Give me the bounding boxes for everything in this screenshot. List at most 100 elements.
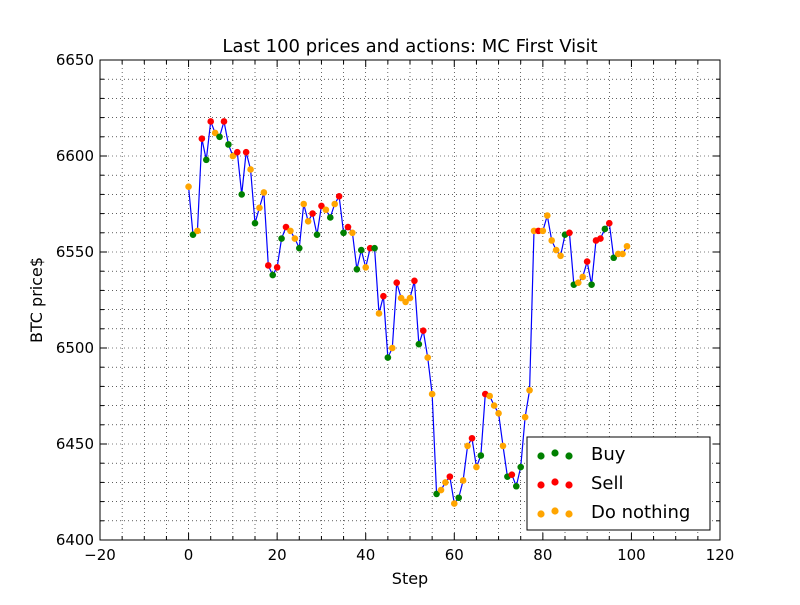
sell-point <box>198 135 206 143</box>
legend-marker <box>537 452 545 460</box>
legend-label: Do nothing <box>591 502 690 523</box>
sell-point <box>597 235 604 242</box>
x-tick-label: 60 <box>445 546 464 564</box>
x-tick-label: 40 <box>356 546 375 564</box>
hold-point <box>548 237 556 244</box>
sell-point <box>220 118 228 125</box>
hold-point <box>557 252 564 260</box>
buy-point <box>384 354 392 361</box>
sell-point <box>583 258 591 265</box>
hold-point <box>552 246 560 254</box>
hold-point <box>247 166 254 173</box>
y-tick-label: 6400 <box>56 531 94 549</box>
hold-point <box>450 500 458 507</box>
sell-point <box>566 229 573 237</box>
sell-point <box>468 434 476 442</box>
hold-point <box>543 212 551 219</box>
legend-marker <box>537 510 545 518</box>
hold-point <box>362 264 370 271</box>
hold-point <box>473 463 480 471</box>
hold-point <box>486 392 494 400</box>
legend-marker <box>565 452 573 460</box>
x-axis-label: Step <box>392 569 428 588</box>
y-tick-label: 6650 <box>56 51 94 69</box>
hold-point <box>428 390 436 398</box>
buy-point <box>189 231 197 239</box>
sell-point <box>318 202 325 210</box>
legend-marker <box>537 481 545 489</box>
buy-point <box>238 191 246 198</box>
hold-point <box>287 227 294 235</box>
hold-point <box>574 279 582 287</box>
hold-point <box>526 386 533 394</box>
hold-point <box>349 229 356 237</box>
hold-point <box>229 152 237 160</box>
chart-title: Last 100 prices and actions: MC First Vi… <box>222 36 597 57</box>
hold-point <box>397 294 405 302</box>
y-tick-label: 6450 <box>56 435 94 453</box>
sell-point <box>393 279 401 287</box>
sell-point <box>282 223 290 231</box>
x-tick-label: 80 <box>533 546 552 564</box>
sell-point <box>411 277 418 285</box>
legend-marker <box>551 449 559 457</box>
x-tick-label: 120 <box>706 546 735 564</box>
hold-point <box>490 402 498 409</box>
sell-point <box>242 148 250 156</box>
buy-point <box>610 254 618 262</box>
buy-point <box>251 219 259 227</box>
y-tick-label: 6550 <box>56 243 94 261</box>
hold-point <box>406 294 414 302</box>
sell-point <box>233 148 241 156</box>
y-tick-label: 6500 <box>56 339 94 357</box>
hold-point <box>459 477 467 484</box>
hold-point <box>499 442 507 450</box>
legend-label: Sell <box>591 473 624 494</box>
buy-point <box>415 340 423 348</box>
hold-point <box>194 227 201 235</box>
sell-point <box>207 118 215 125</box>
buy-point <box>512 482 520 490</box>
buy-point <box>371 244 378 252</box>
buy-point <box>477 452 485 459</box>
hold-point <box>464 442 471 450</box>
sell-point <box>309 210 316 217</box>
series-layer <box>185 118 631 507</box>
hold-point <box>185 183 192 191</box>
sell-point <box>446 473 454 480</box>
buy-point <box>295 244 303 252</box>
hold-point <box>619 250 626 258</box>
y-tick-label: 6600 <box>56 147 94 165</box>
hold-point <box>437 486 445 494</box>
buy-point <box>278 235 285 242</box>
buy-point <box>517 463 525 471</box>
buy-point <box>433 490 440 498</box>
hold-point <box>304 217 312 225</box>
plot-frame <box>99 59 721 541</box>
sell-point <box>419 327 427 335</box>
buy-point <box>353 265 361 273</box>
x-tick-label: 100 <box>617 546 646 564</box>
legend-marker <box>565 510 573 518</box>
hold-point <box>442 479 449 486</box>
x-tick-label: 0 <box>184 546 194 564</box>
legend-label: Buy <box>591 444 626 465</box>
sell-point <box>273 264 281 271</box>
legend-marker <box>565 481 573 489</box>
buy-point <box>601 225 609 233</box>
y-axis-label: BTC price$ <box>27 257 46 343</box>
buy-point <box>202 156 210 164</box>
buy-point <box>269 271 277 279</box>
sell-point <box>605 219 613 227</box>
hold-point <box>495 409 502 417</box>
buy-point <box>216 133 223 141</box>
hold-point <box>375 310 383 317</box>
buy-point <box>313 231 321 239</box>
legend-marker <box>551 478 559 486</box>
hold-point <box>300 200 308 208</box>
legend: Buy Sell Do nothing <box>526 436 711 531</box>
hold-point <box>331 200 339 208</box>
hold-point <box>256 204 263 212</box>
